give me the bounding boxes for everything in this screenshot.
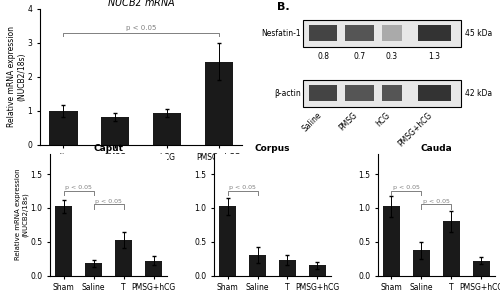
Text: 0.8: 0.8 [317,52,329,61]
Bar [309,265,326,276]
Text: B.: B. [276,2,289,12]
Text: p < 0.05: p < 0.05 [393,185,420,190]
Text: PMSG+hCG: PMSG+hCG [396,111,434,148]
Bar [204,61,233,145]
Bar [418,85,450,102]
Bar [116,240,132,276]
Bar [382,85,402,102]
Title: Cauda: Cauda [420,144,452,153]
Text: p < 0.05: p < 0.05 [423,199,450,204]
Bar [309,25,338,41]
Bar [346,85,374,102]
Bar [86,263,102,276]
Title: Corpus: Corpus [255,144,290,153]
Text: p < 0.05: p < 0.05 [229,185,256,190]
Bar [418,25,450,41]
Title: Caput: Caput [94,144,124,153]
Text: 0.3: 0.3 [386,52,398,61]
Text: p < 0.05: p < 0.05 [95,199,122,204]
Bar [346,25,374,41]
Text: p < 0.05: p < 0.05 [65,185,92,190]
Bar [303,79,460,107]
Bar [473,261,490,275]
Bar [443,221,460,276]
Bar [279,260,295,276]
Text: 1.3: 1.3 [428,52,440,61]
Text: hCG: hCG [374,111,392,128]
Bar [220,206,236,276]
Text: 45 kDa: 45 kDa [464,29,492,38]
Text: β-actin: β-actin [274,89,301,98]
Y-axis label: Relative mRNA expression
(NUCB2/18s): Relative mRNA expression (NUCB2/18s) [16,169,29,260]
Bar [49,111,78,145]
Text: PMSG: PMSG [338,111,359,133]
Bar [383,206,400,276]
Bar [56,206,72,276]
Bar [153,113,181,145]
Y-axis label: Relative mRNA expression
(NUCB2/18s): Relative mRNA expression (NUCB2/18s) [6,26,26,127]
Title: $\it{NUCB2}$ $\it{mRNA}$: $\it{NUCB2}$ $\it{mRNA}$ [106,0,176,8]
Bar [146,261,162,275]
Bar [382,25,402,41]
Text: p < 0.05: p < 0.05 [126,25,156,31]
Text: Nesfatin-1: Nesfatin-1 [261,29,301,38]
Text: 0.7: 0.7 [354,52,366,61]
Bar [303,20,460,47]
Bar [413,251,430,276]
Text: 42 kDa: 42 kDa [464,89,492,98]
Bar [101,117,130,145]
Bar [250,255,266,276]
Text: Saline: Saline [300,111,323,134]
Bar [309,85,338,102]
